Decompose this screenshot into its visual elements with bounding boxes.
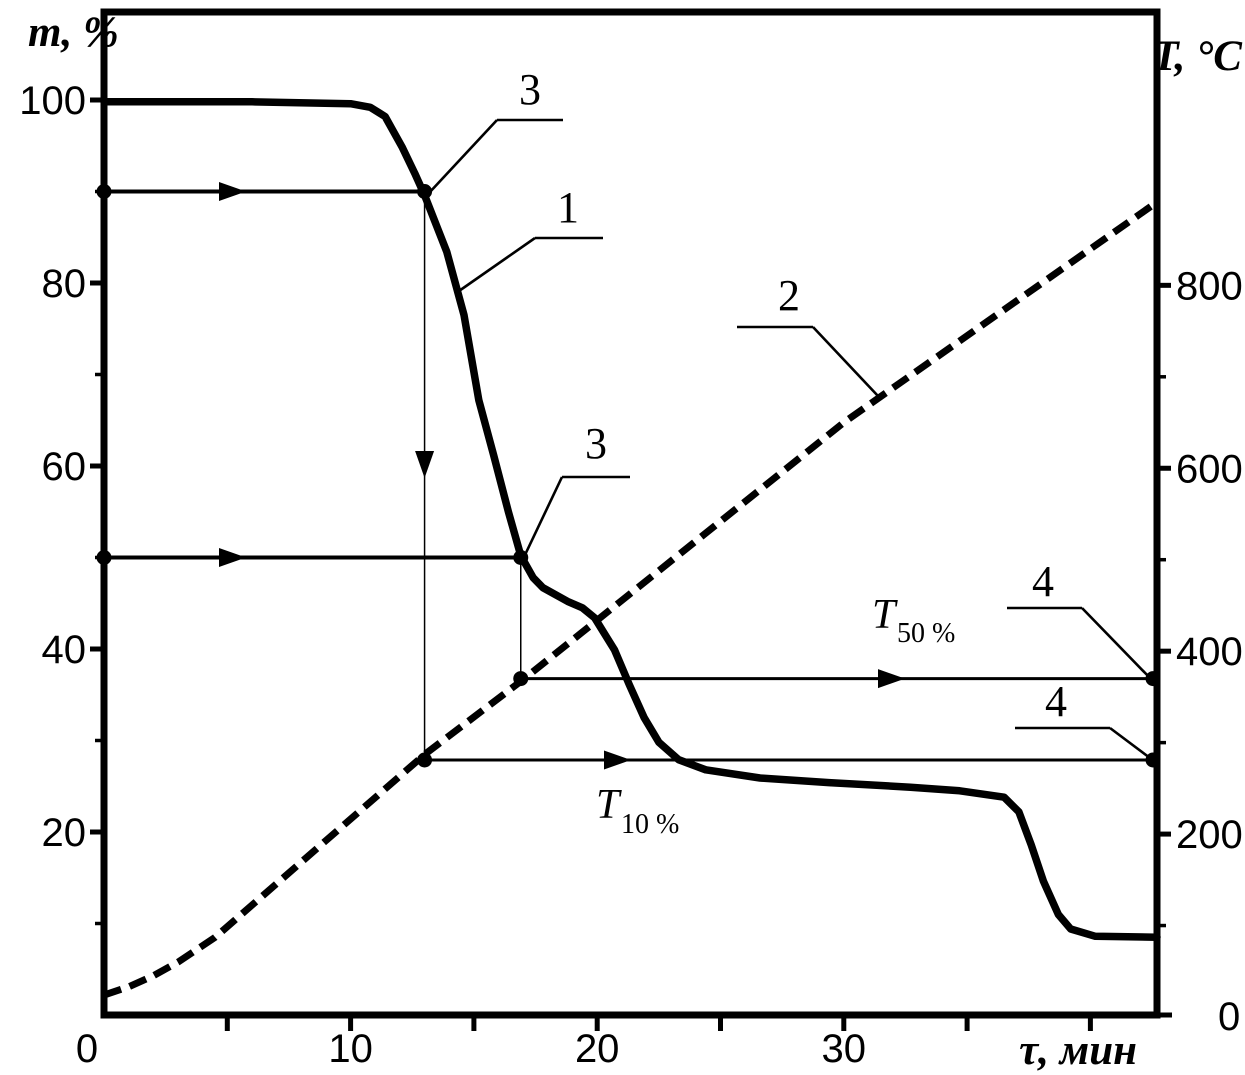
m90-curve-dot [417,184,433,199]
right-axis-tick-label: 200 [1176,813,1243,857]
left-axis-title: m, % [28,9,119,56]
left-axis-tick-label: 40 [42,628,87,672]
arrowhead-down-icon [415,451,435,478]
callout-label-1: 1 [557,183,579,232]
callout-label-2: 2 [778,271,800,320]
t10-label: T [596,782,622,828]
left-axis-tick-label: 100 [19,79,86,123]
x-axis-tick-label: 20 [575,1027,620,1071]
m50-axis-dot [96,550,112,565]
callout-leader-line [522,476,564,558]
left-axis-tick-label: 60 [42,445,87,489]
callout-leader-line [1081,607,1151,679]
right-axis-tick-label: 800 [1176,264,1243,308]
arrowhead-right-icon [219,548,246,567]
callout-label-4: 4 [1032,557,1054,606]
t50-label: T [872,592,898,638]
callout-label-4: 4 [1045,677,1067,726]
plot-frame [100,8,1161,1019]
x-axis-tick-label: 30 [822,1027,867,1071]
callout-leader-line [458,236,536,293]
t10-curve-dot [417,752,433,768]
arrowhead-right-icon [604,750,631,770]
right-axis-tick-label: 400 [1176,630,1243,674]
t50-axis-dot [1145,671,1161,687]
temperature-curve-line-2 [102,199,1160,999]
callout-leader-line [1109,726,1151,760]
right-axis-tick-label: 600 [1176,447,1243,491]
right-axis-title: T, °C [1152,33,1243,80]
right-axis-zero-tick-label: 0 [1218,995,1240,1039]
x-axis-tick-label: 10 [328,1027,373,1071]
callout-label-3: 3 [519,65,541,114]
left-axis-tick-label: 20 [42,811,87,855]
callout-leader-line [428,119,498,194]
left-axis-tick-label: 80 [42,262,87,306]
m90-axis-dot [96,184,112,199]
t50-label-subscript: 50 % [897,618,955,649]
t50-curve-dot [513,671,529,687]
arrowhead-right-icon [878,669,905,689]
callout-label-3: 3 [585,419,607,468]
callout-leader-line [812,326,879,397]
x-origin-tick-label: 0 [76,1027,98,1071]
x-axis-title: τ, мин [1019,1027,1137,1074]
arrowhead-right-icon [219,182,246,201]
t10-label-subscript: 10 % [621,809,679,840]
